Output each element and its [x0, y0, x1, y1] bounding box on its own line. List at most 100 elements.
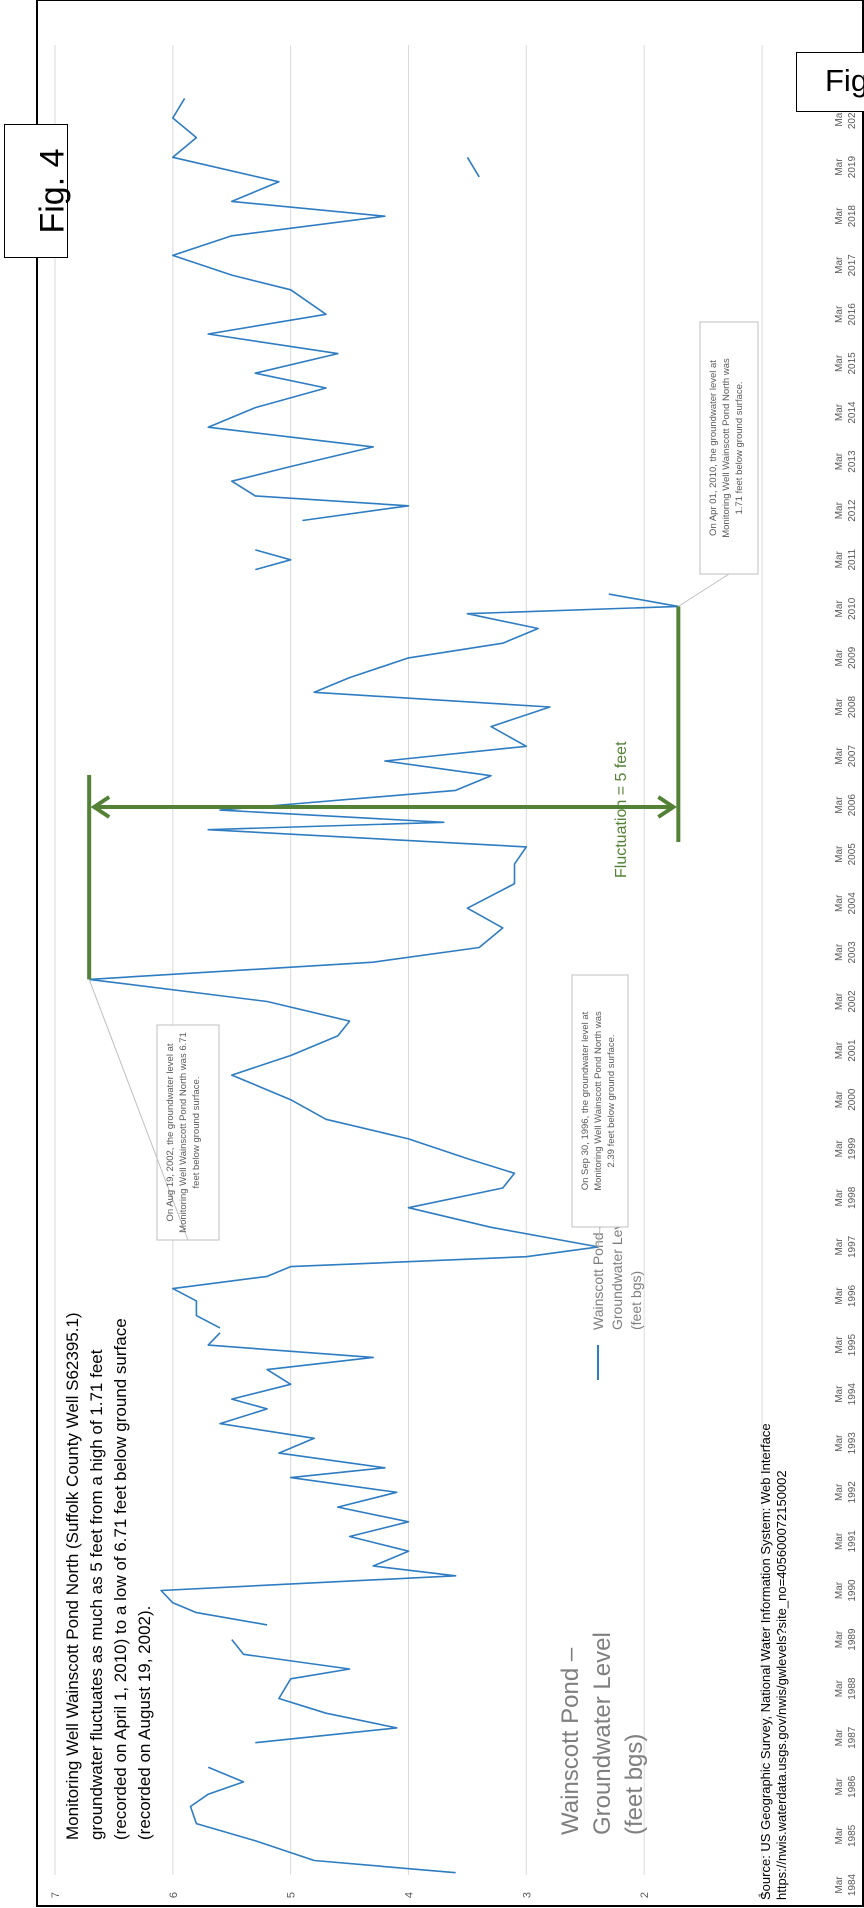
x-tick: Mar 1986	[834, 1775, 858, 1798]
x-tick-year: 1988	[847, 1677, 858, 1700]
x-tick-month: Mar	[834, 452, 845, 470]
x-tick-year: 1985	[847, 1824, 858, 1847]
x-tick-year: 1997	[847, 1235, 858, 1258]
callout-pointer	[88, 979, 189, 1241]
x-tick-month: Mar	[834, 894, 845, 912]
x-tick-month: Mar	[834, 501, 845, 519]
series-segment	[89, 593, 680, 981]
x-tick-month: Mar	[834, 1728, 845, 1746]
x-tick-year: 1986	[847, 1775, 858, 1798]
x-tick: Mar 1985	[834, 1824, 858, 1847]
x-tick: Mar 2012	[834, 499, 858, 522]
x-tick: Mar 2008	[834, 695, 858, 718]
x-tick: Mar 1989	[834, 1628, 858, 1651]
x-tick-month: Mar	[834, 1139, 845, 1157]
x-tick: Mar 1984	[834, 1873, 858, 1896]
callout-line: 2.39 feet below ground surface.	[606, 1034, 617, 1167]
big-series-label: (feet bgs)	[621, 1734, 648, 1835]
x-tick-month: Mar	[834, 1483, 845, 1501]
x-tick-month: Mar	[834, 1385, 845, 1403]
x-tick-year: 1998	[847, 1186, 858, 1209]
x-tick-month: Mar	[834, 845, 845, 863]
series-segment	[172, 97, 410, 522]
x-tick-year: 2016	[847, 303, 858, 326]
callout-box	[699, 321, 759, 575]
x-tick-year: 1992	[847, 1481, 858, 1504]
x-tick-year: 2017	[847, 254, 858, 277]
x-tick-year: 2010	[847, 597, 858, 620]
x-tick: Mar 2005	[834, 843, 858, 866]
legend-label: (feet bgs)	[628, 1271, 644, 1330]
marker-arrow-head-left	[90, 795, 111, 819]
series-segment	[231, 1639, 398, 1744]
x-tick: Mar 2013	[834, 450, 858, 473]
x-tick-year: 2019	[847, 156, 858, 179]
figure-label-partial: Fig	[825, 63, 864, 98]
x-tick-year: 1993	[847, 1432, 858, 1455]
x-tick: Mar 1995	[834, 1334, 858, 1357]
x-tick: Mar 1998	[834, 1186, 858, 1209]
fluctuation-marker	[87, 606, 681, 980]
source-text: Source: US Geographic Survey, National W…	[758, 1423, 773, 1900]
callout-box	[571, 974, 629, 1228]
x-tick: Mar 2020	[834, 106, 858, 129]
annotation-1996: On Sep 30, 1996, the groundwater level a…	[571, 974, 629, 1247]
gridlines	[54, 45, 763, 1875]
callout-line: feet below ground surface.	[191, 1077, 202, 1189]
x-tick-year: 2004	[847, 892, 858, 915]
x-tick: Mar 2016	[834, 303, 858, 326]
chart-title: Monitoring Well Wainscott Pond North (Su…	[63, 1312, 82, 1840]
series-segment	[160, 1332, 457, 1626]
x-tick-year: 2007	[847, 745, 858, 768]
x-tick: Mar 2003	[834, 941, 858, 964]
y-tick-label: 1	[757, 1892, 769, 1898]
callout-pointer	[678, 573, 730, 607]
x-tick-year: 2005	[847, 843, 858, 866]
x-tick: Mar 2004	[834, 892, 858, 915]
x-tick-month: Mar	[834, 403, 845, 421]
x-tick-month: Mar	[834, 207, 845, 225]
legend-label: Wainscott Pond –	[590, 1221, 606, 1330]
y-tick-label: 6	[168, 1892, 180, 1898]
x-tick-month: Mar	[834, 600, 845, 618]
x-tick: Mar 2017	[834, 254, 858, 277]
x-tick-month: Mar	[834, 550, 845, 568]
x-tick: Mar 2010	[834, 597, 858, 620]
callout-line: On Aug 19, 2002, the groundwater level a…	[165, 1043, 176, 1221]
x-tick-month: Mar	[834, 1336, 845, 1354]
series-segment	[89, 978, 599, 1329]
y-tick-label: 5	[286, 1892, 298, 1898]
x-tick-month: Mar	[834, 1581, 845, 1599]
x-tick: Mar 1997	[834, 1235, 858, 1258]
x-tick-year: 2002	[847, 990, 858, 1013]
x-tick: Mar 2001	[834, 1039, 858, 1062]
callout-line: Monitoring Well Wainscott Pond North was	[721, 358, 732, 538]
x-tick-month: Mar	[834, 649, 845, 667]
x-tick-year: 1995	[847, 1334, 858, 1357]
y-tick-label: 3	[521, 1892, 533, 1898]
x-tick: Mar 1990	[834, 1579, 858, 1602]
x-tick-year: 2013	[847, 450, 858, 473]
legend-label: Groundwater Level	[609, 1212, 625, 1330]
x-tick-year: 2008	[847, 695, 858, 718]
chart-title: groundwater fluctuates as much as 5 feet…	[87, 1349, 106, 1840]
x-tick-year: 2009	[847, 646, 858, 669]
x-tick-month: Mar	[834, 305, 845, 323]
x-tick-year: 1999	[847, 1137, 858, 1160]
x-tick: Mar 1996	[834, 1284, 858, 1307]
x-tick-month: Mar	[834, 1287, 845, 1305]
x-tick: Mar 2002	[834, 990, 858, 1013]
x-tick-month: Mar	[834, 1189, 845, 1207]
callout-line: On Apr 01, 2010, the groundwater level a…	[708, 360, 719, 536]
y-tick-label: 4	[404, 1892, 416, 1898]
x-tick-month: Mar	[834, 1778, 845, 1796]
text-layer: Monitoring Well Wainscott Pond North (Su…	[63, 321, 789, 1900]
x-tick-year: 2011	[847, 549, 858, 571]
x-tick-month: Mar	[834, 1238, 845, 1256]
x-tick-month: Mar	[834, 943, 845, 961]
y-tick-label: 7	[50, 1892, 62, 1898]
chart-title: (recorded on August 19, 2002).	[135, 1606, 154, 1840]
